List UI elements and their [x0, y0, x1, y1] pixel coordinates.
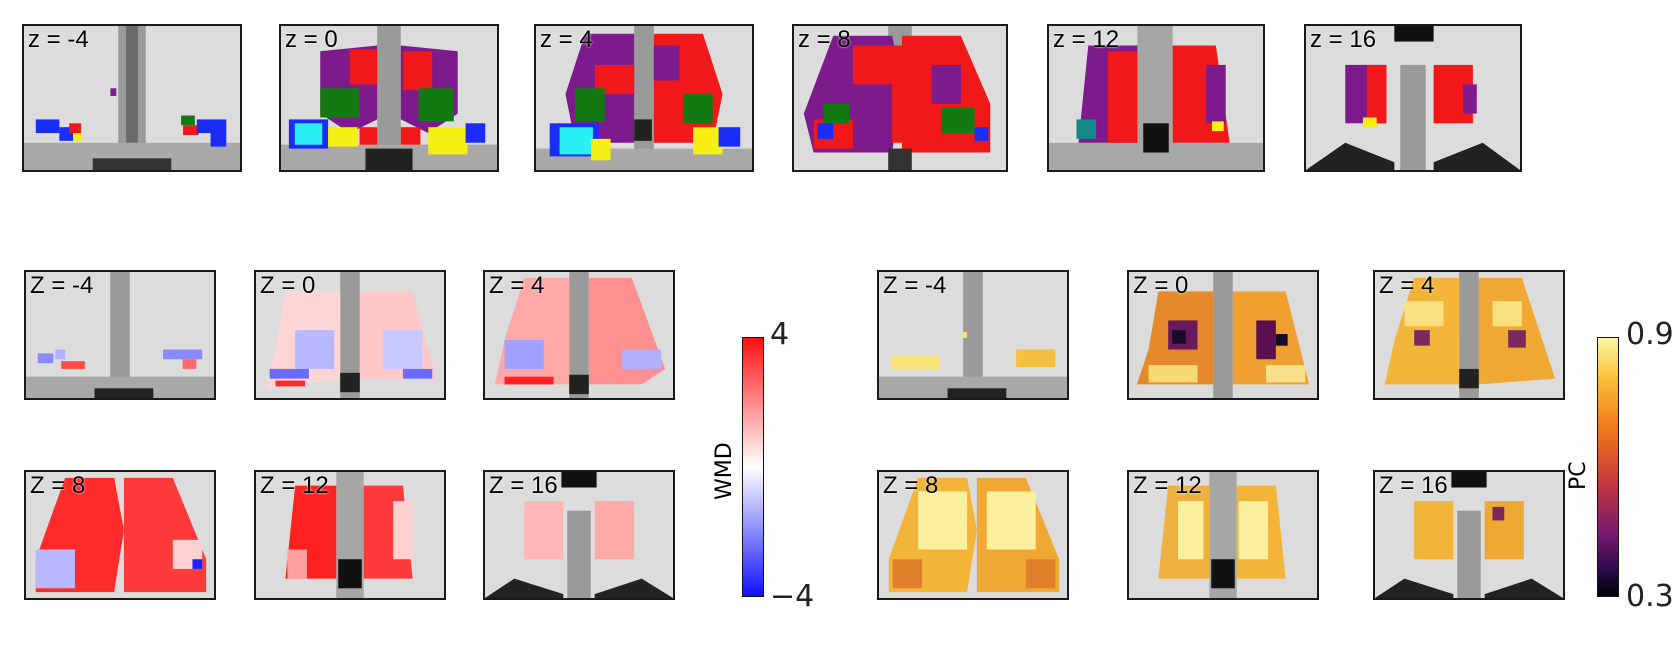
slice-z-label: Z = 8 — [30, 472, 86, 499]
slice-top-z-12: z = 12 — [1047, 24, 1265, 172]
slice-wmd-z-8: Z = 8 — [24, 470, 216, 600]
slice-top-z-8: z = 8 — [792, 24, 1008, 172]
slice-wmd-z-12: Z = 12 — [254, 470, 446, 600]
slice-wmd-z-4: Z = 4 — [483, 270, 675, 400]
brain-slice-image — [281, 26, 497, 170]
slice-top-z-16: z = 16 — [1304, 24, 1522, 172]
slice-pc-z-4: Z = 4 — [1373, 270, 1565, 400]
slice-top-z-0: z = 0 — [279, 24, 499, 172]
brain-slice-image — [794, 26, 1006, 170]
brain-slice-image — [879, 472, 1067, 598]
slice-z-label: z = 16 — [1310, 26, 1377, 53]
slice-wmd-z-minus4: Z = -4 — [24, 270, 216, 400]
slice-z-label: Z = 4 — [1379, 272, 1435, 299]
slice-z-label: z = 8 — [798, 26, 851, 53]
brain-slice-image — [24, 26, 240, 170]
wmd-colorbar — [742, 337, 764, 597]
pc-colorbar-max: 0.9 — [1626, 317, 1674, 352]
slice-pc-z-minus4: Z = -4 — [877, 270, 1069, 400]
slice-z-label: Z = 4 — [489, 272, 545, 299]
brain-slice-image — [485, 472, 673, 598]
slice-z-label: Z = 0 — [260, 272, 316, 299]
brain-slice-image — [1129, 472, 1317, 598]
brain-slice-image — [26, 272, 214, 398]
slice-pc-z-12: Z = 12 — [1127, 470, 1319, 600]
wmd-colorbar-min: −4 — [770, 579, 815, 614]
slice-top-z-minus4: z = -4 — [22, 24, 242, 172]
slice-top-z-4: z = 4 — [534, 24, 754, 172]
pc-colorbar-label: PC — [1566, 461, 1591, 490]
slice-z-label: z = 0 — [285, 26, 338, 53]
slice-z-label: z = 4 — [540, 26, 593, 53]
pc-colorbar — [1597, 337, 1619, 597]
slice-z-label: Z = 16 — [1379, 472, 1448, 499]
brain-slice-image — [1375, 472, 1563, 598]
brain-slice-image — [536, 26, 752, 170]
brain-slice-image — [1375, 272, 1563, 398]
brain-slice-image — [1129, 272, 1317, 398]
slice-z-label: Z = 12 — [260, 472, 329, 499]
slice-z-label: Z = 8 — [883, 472, 939, 499]
slice-z-label: Z = -4 — [883, 272, 947, 299]
slice-z-label: Z = 16 — [489, 472, 558, 499]
wmd-colorbar-label: WMD — [712, 442, 737, 500]
wmd-colorbar-max: 4 — [770, 317, 790, 352]
slice-pc-z-16: Z = 16 — [1373, 470, 1565, 600]
slice-wmd-z-16: Z = 16 — [483, 470, 675, 600]
brain-slice-image — [26, 472, 214, 598]
slice-pc-z-8: Z = 8 — [877, 470, 1069, 600]
pc-colorbar-min: 0.3 — [1626, 579, 1674, 614]
brain-slice-image — [485, 272, 673, 398]
slice-pc-z-0: Z = 0 — [1127, 270, 1319, 400]
slice-z-label: z = -4 — [28, 26, 89, 53]
slice-z-label: Z = 0 — [1133, 272, 1189, 299]
slice-z-label: Z = 12 — [1133, 472, 1202, 499]
brain-slice-image — [879, 272, 1067, 398]
brain-slice-image — [256, 472, 444, 598]
brain-slice-image — [1049, 26, 1263, 170]
slice-z-label: Z = -4 — [30, 272, 94, 299]
slice-wmd-z-0: Z = 0 — [254, 270, 446, 400]
slice-z-label: z = 12 — [1053, 26, 1120, 53]
brain-slice-image — [256, 272, 444, 398]
brain-slice-image — [1306, 26, 1520, 170]
